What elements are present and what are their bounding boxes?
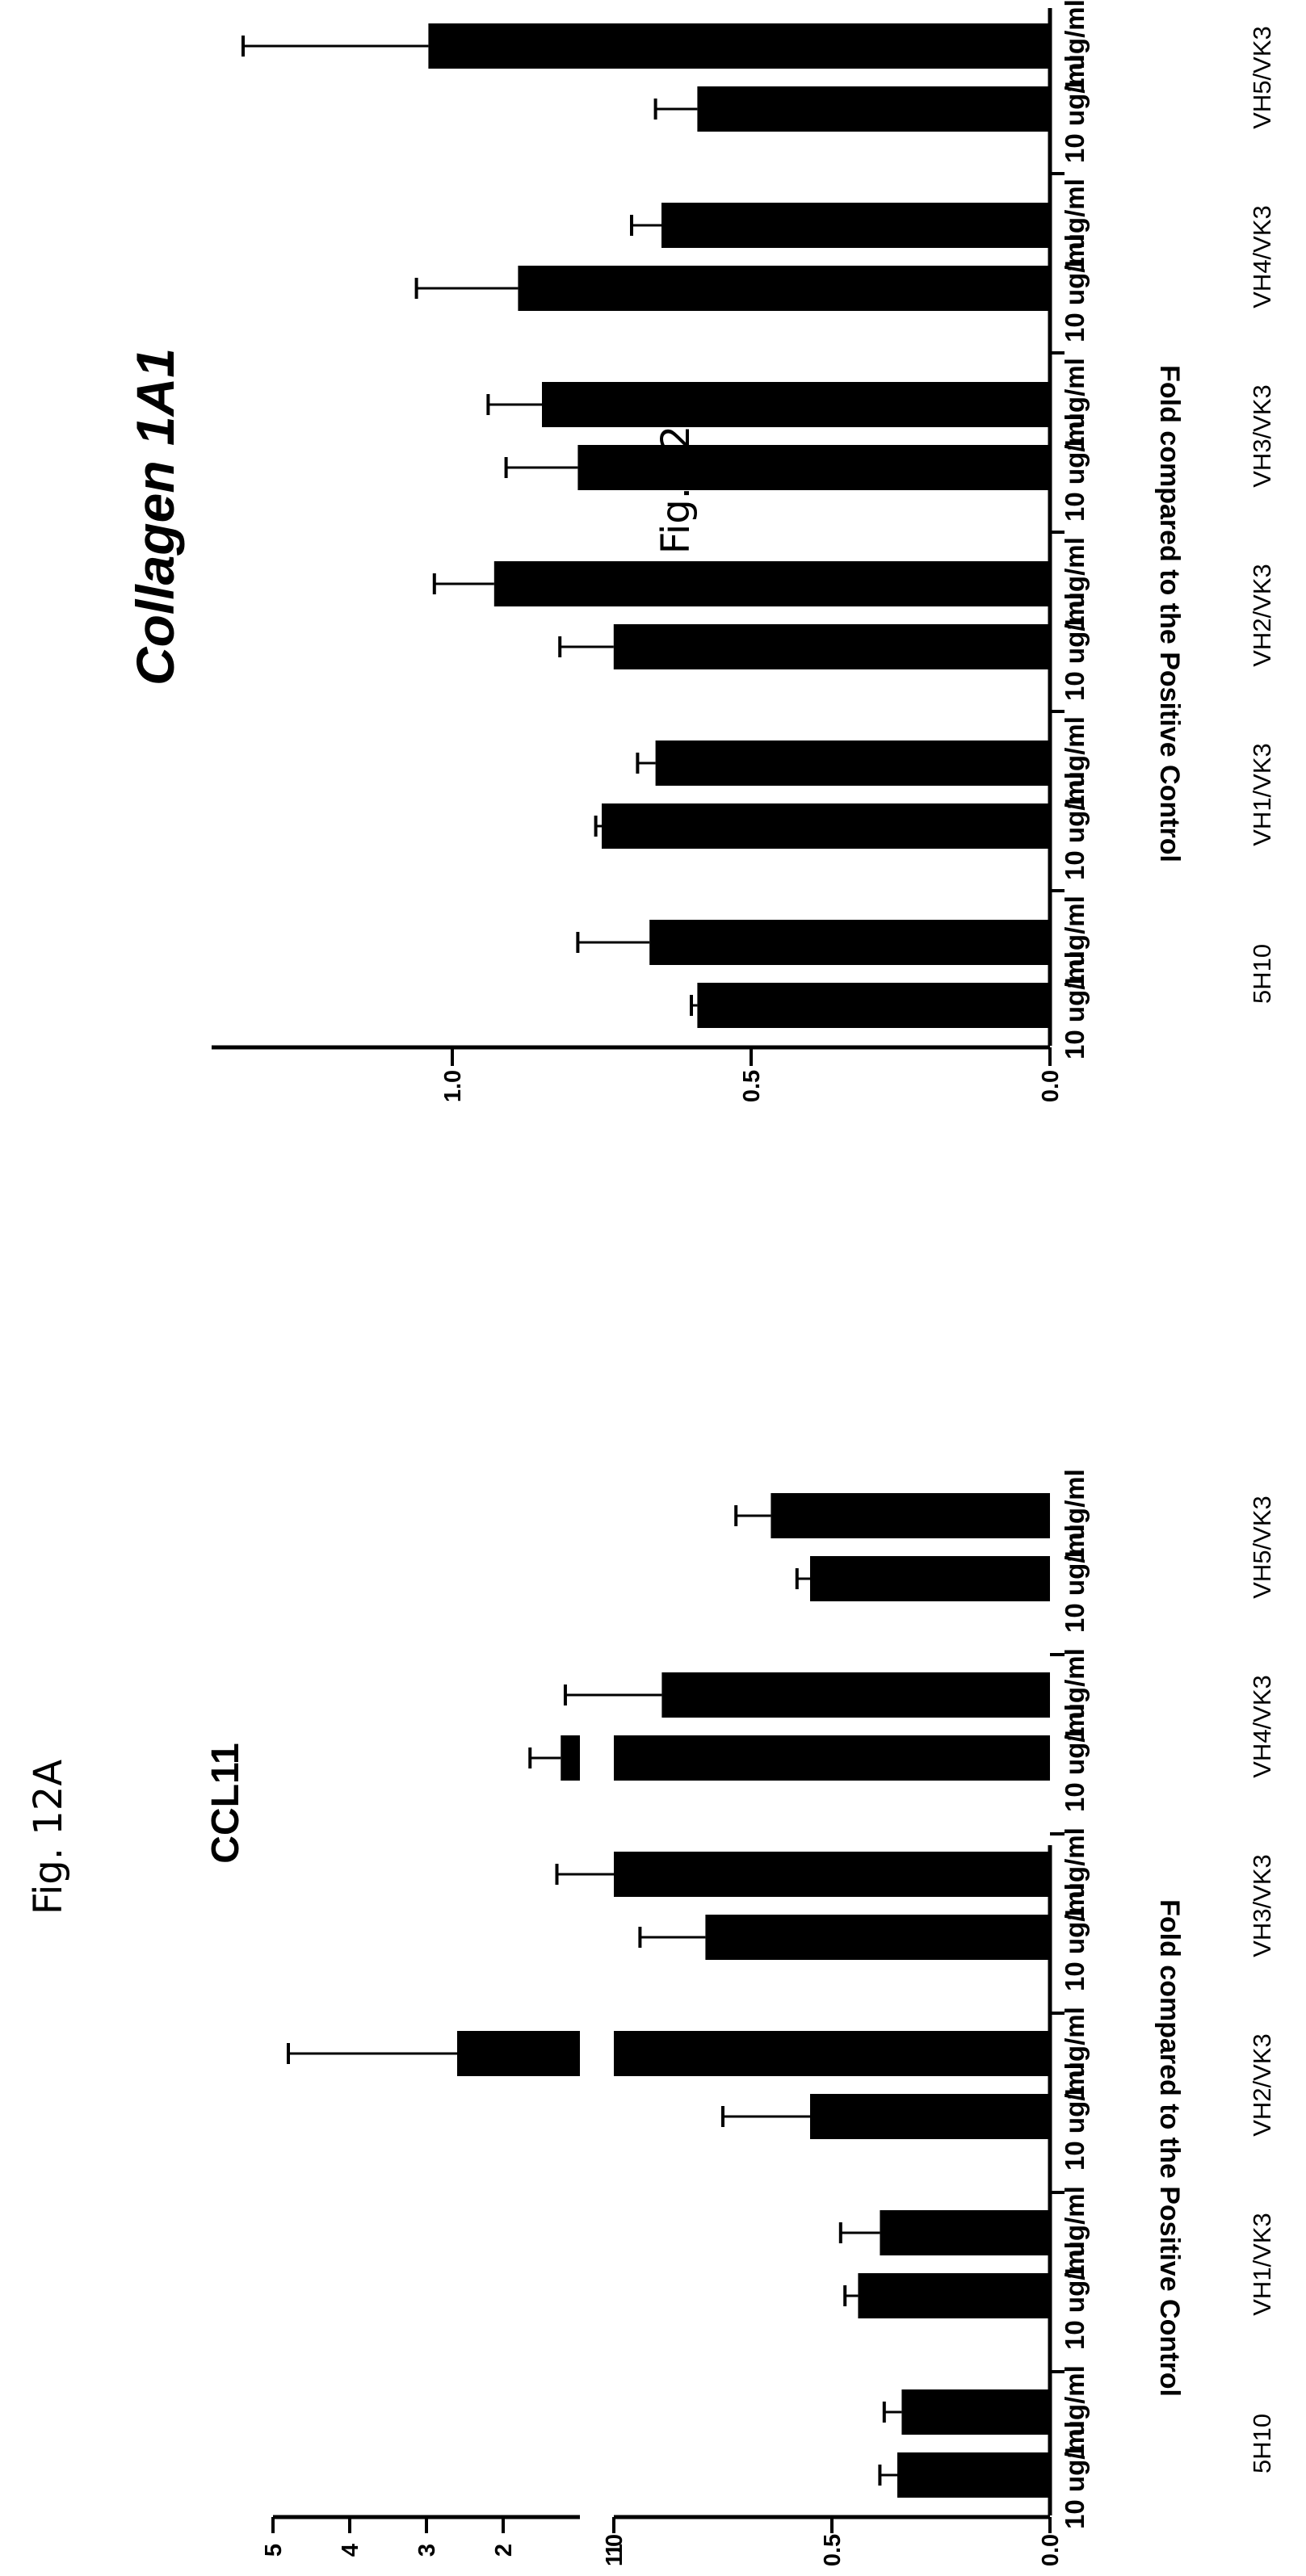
- chart-b-group-label: VH3/VK3: [1248, 384, 1276, 488]
- chart-b-group-label: VH2/VK3: [1248, 564, 1276, 667]
- chart-a-ytick-label-lower: 0.5: [820, 2534, 846, 2566]
- chart-a-ytick-label-lower: 0.0: [1038, 2534, 1064, 2566]
- chart-b-category-label: 1 ug/ml: [1060, 896, 1090, 989]
- chart-a-bar-upper: [457, 2031, 580, 2076]
- chart-a-category-label: 10 ug/ml: [1060, 1525, 1090, 1633]
- chart-a-group-label: VH2/VK3: [1248, 2033, 1276, 2137]
- chart-a-category-label: 10 ug/ml: [1060, 2062, 1090, 2171]
- chart-b-bar: [613, 624, 1050, 669]
- chart-b-bar: [518, 266, 1050, 311]
- chart-b-category-label: 1 ug/ml: [1060, 178, 1090, 272]
- chart-a-category-label: 1 ug/ml: [1060, 1648, 1090, 1742]
- chart-a-group-label: VH5/VK3: [1248, 1496, 1276, 1599]
- chart-b-ytick-label: 1.0: [440, 1070, 466, 1102]
- chart-a-ytick-label-lower: 1.0: [602, 2534, 628, 2566]
- chart-a-ytick-label-upper: 4: [338, 2544, 363, 2557]
- chart-a-category-label: 1 ug/ml: [1060, 2365, 1090, 2459]
- chart-b-group-label: VH1/VK3: [1248, 743, 1276, 846]
- chart-a-bar: [614, 2031, 1050, 2076]
- chart-b-bar: [655, 740, 1050, 786]
- chart-a-bar-upper: [561, 1735, 580, 1781]
- chart-a-ytick-label-upper: 5: [261, 2544, 287, 2557]
- chart-b-group-label: 5H10: [1248, 944, 1276, 1004]
- chart-a-bar: [858, 2273, 1050, 2318]
- chart-a-category-label: 10 ug/ml: [1060, 1883, 1090, 1991]
- chart-b-category-label: 10 ug/ml: [1060, 772, 1090, 880]
- chart-a-group-label: VH1/VK3: [1248, 2213, 1276, 2316]
- chart-b-ytick-label: 0.5: [739, 1070, 765, 1102]
- chart-a-category-label: 10 ug/ml: [1060, 1704, 1090, 1812]
- chart-a-ytick-label-upper: 2: [491, 2544, 517, 2557]
- chart-a-bar: [880, 2210, 1050, 2255]
- chart-a-bar: [614, 1735, 1050, 1781]
- chart-a-group-label: VH3/VK3: [1248, 1854, 1276, 1957]
- chart-b-bar: [649, 920, 1050, 965]
- chart-a-ytick-label-upper: 3: [414, 2544, 440, 2557]
- chart-b-bar: [577, 445, 1050, 490]
- chart-b-bar: [661, 203, 1050, 248]
- chart-a-category-label: 1 ug/ml: [1060, 1469, 1090, 1563]
- chart-a-title: CCL11: [204, 1743, 247, 1863]
- chart-a-bar: [705, 1915, 1050, 1960]
- chart-b-group-label: VH5/VK3: [1248, 26, 1276, 129]
- chart-b-category-label: 1 ug/ml: [1060, 537, 1090, 631]
- chart-b-category-label: 10 ug/ml: [1060, 234, 1090, 342]
- chart-b-category-label: 10 ug/ml: [1060, 55, 1090, 163]
- chart-b-group-label: VH4/VK3: [1248, 205, 1276, 308]
- chart-a-bar: [897, 2452, 1050, 2498]
- chart-a-bar: [901, 2389, 1050, 2435]
- chart-b-bar: [428, 23, 1050, 69]
- chart-a-ytick-label-upper: 1: [602, 2544, 628, 2557]
- chart-b-category-label: 10 ug/ml: [1060, 951, 1090, 1059]
- chart-b-category-label: 10 ug/ml: [1060, 413, 1090, 522]
- chart-b-title: Collagen 1A1: [125, 348, 185, 686]
- chart-a-ylabel: Fold compared to the Positive Control: [1154, 1899, 1185, 2397]
- chart-a-bar: [810, 2094, 1050, 2139]
- chart-a-bar: [810, 1556, 1050, 1601]
- fig-12a-label: Fig. 12A: [26, 1760, 71, 1915]
- chart-a-category-label: 1 ug/ml: [1060, 1827, 1090, 1921]
- chart-a-category-label: 1 ug/ml: [1060, 2186, 1090, 2280]
- chart-a-bar: [661, 1672, 1050, 1718]
- chart-b-bar: [602, 803, 1050, 849]
- chart-a-category-label: 10 ug/ml: [1060, 2421, 1090, 2529]
- chart-a-category-label: 1 ug/ml: [1060, 2007, 1090, 2100]
- chart-b-category-label: 1 ug/ml: [1060, 716, 1090, 810]
- chart-b-bar: [697, 86, 1050, 132]
- chart-a-bar: [771, 1493, 1050, 1538]
- chart-a-category-label: 10 ug/ml: [1060, 2242, 1090, 2350]
- chart-b-bar: [697, 983, 1050, 1028]
- chart-a-group-label: 5H10: [1248, 2414, 1276, 2473]
- chart-b-category-label: 10 ug/ml: [1060, 593, 1090, 701]
- chart-b-bar: [493, 561, 1050, 606]
- chart-b-ylabel: Fold compared to the Positive Control: [1154, 365, 1185, 862]
- chart-a-bar: [614, 1852, 1050, 1897]
- chart-b-category-label: 1 ug/ml: [1060, 0, 1090, 93]
- chart-b-bar: [542, 382, 1050, 427]
- chart-b-ytick-label: 0.0: [1038, 1070, 1064, 1102]
- chart-a-group-label: VH4/VK3: [1248, 1675, 1276, 1778]
- chart-b-category-label: 1 ug/ml: [1060, 358, 1090, 451]
